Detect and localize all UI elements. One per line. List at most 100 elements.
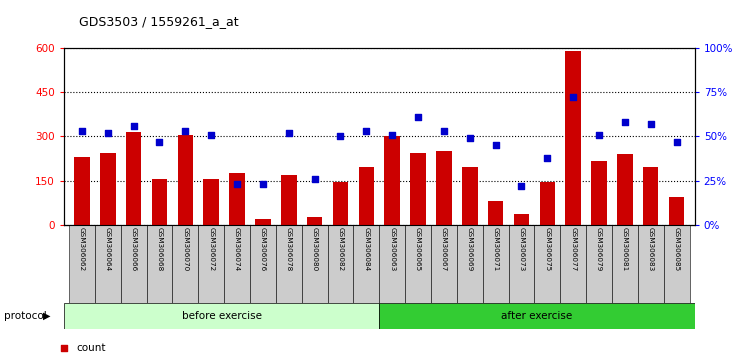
Bar (410, 153, 426, 225)
Bar (462, 167, 478, 225)
Point (257, 181, 269, 187)
Bar (431, 225, 457, 303)
Bar (69, 225, 95, 303)
Bar (586, 225, 612, 303)
Bar (327, 225, 354, 303)
Point (179, 128, 192, 134)
Bar (358, 167, 374, 225)
Text: GSM306063: GSM306063 (389, 227, 395, 272)
Text: GSM306065: GSM306065 (415, 227, 421, 272)
Point (671, 139, 683, 144)
Bar (405, 225, 431, 303)
Text: before exercise: before exercise (182, 311, 261, 321)
Bar (204, 179, 219, 225)
Point (644, 121, 656, 127)
Bar (152, 179, 167, 225)
Bar (64, 303, 379, 329)
Point (490, 142, 502, 148)
Bar (177, 135, 193, 225)
Bar (74, 157, 89, 225)
Bar (173, 225, 198, 303)
Bar (535, 225, 560, 303)
Text: GSM306079: GSM306079 (596, 227, 602, 272)
Text: GSM306084: GSM306084 (363, 227, 369, 272)
Point (102, 130, 114, 136)
Text: count: count (77, 343, 106, 353)
Text: GSM306085: GSM306085 (674, 227, 680, 272)
Point (128, 123, 140, 129)
Point (309, 176, 321, 182)
Bar (643, 167, 659, 225)
Point (58, 345, 70, 350)
Text: GSM306067: GSM306067 (441, 227, 447, 272)
Bar (539, 182, 555, 225)
Bar (566, 51, 581, 225)
Text: GSM306069: GSM306069 (466, 227, 472, 272)
Point (153, 139, 165, 144)
Text: GSM306072: GSM306072 (208, 227, 214, 272)
Bar (457, 225, 483, 303)
Bar (591, 161, 607, 225)
Text: GSM306062: GSM306062 (79, 227, 85, 272)
Bar (302, 225, 327, 303)
Bar (229, 173, 245, 225)
Bar (379, 303, 695, 329)
Text: protocol: protocol (4, 311, 47, 321)
Text: GSM306075: GSM306075 (544, 227, 550, 272)
Text: ▶: ▶ (43, 311, 50, 321)
Point (76, 128, 88, 134)
Text: GDS3503 / 1559261_a_at: GDS3503 / 1559261_a_at (79, 15, 239, 28)
Point (386, 132, 398, 137)
Text: GSM306068: GSM306068 (156, 227, 162, 272)
Point (360, 128, 372, 134)
Bar (198, 225, 224, 303)
Bar (612, 225, 638, 303)
Text: after exercise: after exercise (502, 311, 572, 321)
Bar (224, 225, 250, 303)
Point (515, 183, 527, 189)
Text: GSM306078: GSM306078 (286, 227, 292, 272)
Point (412, 114, 424, 120)
Bar (385, 136, 400, 225)
Text: GSM306076: GSM306076 (260, 227, 266, 272)
Point (619, 119, 631, 125)
Text: GSM306077: GSM306077 (570, 227, 576, 272)
Bar (100, 153, 116, 225)
Point (463, 135, 475, 141)
Bar (307, 217, 322, 225)
Point (231, 181, 243, 187)
Bar (379, 225, 405, 303)
Text: GSM306070: GSM306070 (182, 227, 189, 272)
Text: GSM306073: GSM306073 (518, 227, 524, 272)
Point (205, 132, 217, 137)
Bar (664, 225, 689, 303)
Bar (146, 225, 173, 303)
Point (283, 130, 295, 136)
Point (438, 128, 450, 134)
Bar (276, 225, 302, 303)
Bar (483, 225, 508, 303)
Bar (488, 201, 503, 225)
Text: GSM306080: GSM306080 (312, 227, 318, 272)
Bar (333, 182, 348, 225)
Text: GSM306071: GSM306071 (493, 227, 499, 272)
Bar (669, 197, 684, 225)
Point (334, 133, 346, 139)
Bar (255, 219, 270, 225)
Bar (121, 225, 146, 303)
Text: GSM306064: GSM306064 (105, 227, 111, 272)
Text: GSM306074: GSM306074 (234, 227, 240, 272)
Bar (250, 225, 276, 303)
Bar (436, 151, 451, 225)
Bar (508, 225, 535, 303)
Bar (281, 175, 297, 225)
Bar (126, 132, 141, 225)
Point (593, 132, 605, 137)
Text: GSM306082: GSM306082 (337, 227, 343, 272)
Bar (354, 225, 379, 303)
Point (567, 95, 579, 100)
Bar (95, 225, 121, 303)
Bar (560, 225, 586, 303)
Bar (514, 215, 529, 225)
Point (541, 155, 553, 160)
